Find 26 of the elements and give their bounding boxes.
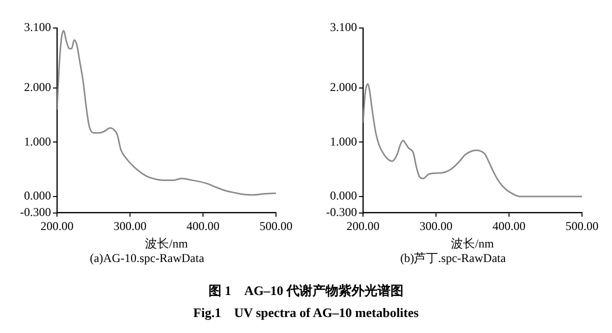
x-tick-label: 500.00 (566, 219, 598, 234)
caption: 图 1 AG–10 代谢产物紫外光谱图 (208, 282, 404, 300)
x-tick-label: 200.00 (40, 219, 74, 234)
y-tick-label: 0.000 (330, 188, 357, 203)
y-tick-label: 1.000 (24, 134, 51, 148)
y-tick-label: 2.000 (24, 80, 51, 94)
x-tick-label: 200.00 (346, 219, 380, 234)
y-tick-label: -0.300 (20, 204, 51, 219)
text: (b)芦丁.spc-RawData (400, 250, 506, 265)
y-tick-label: 2.000 (330, 80, 357, 94)
line-series (362, 83, 582, 198)
y-tick-label: 3.100 (330, 20, 357, 34)
x-axis-title: 波长/nm (145, 236, 188, 251)
line-series (56, 30, 276, 196)
x-tick-label: 300.00 (113, 219, 146, 234)
y-tick-label: 1.000 (330, 134, 357, 148)
text: (a)AG-10.spc-RawData (90, 250, 205, 265)
x-tick-label: 400.00 (492, 219, 526, 234)
x-tick-label: 500.00 (260, 219, 292, 234)
x-tick-label: 400.00 (186, 219, 220, 234)
x-tick-label: 300.00 (419, 219, 452, 234)
caption: Fig.1 UV spectra of AG–10 metabolites (192, 304, 420, 322)
x-axis-title: 波长/nm (451, 236, 494, 251)
y-tick-label: 0.000 (24, 188, 51, 203)
y-tick-label: 3.100 (24, 20, 51, 34)
y-tick-label: -0.300 (326, 204, 357, 219)
